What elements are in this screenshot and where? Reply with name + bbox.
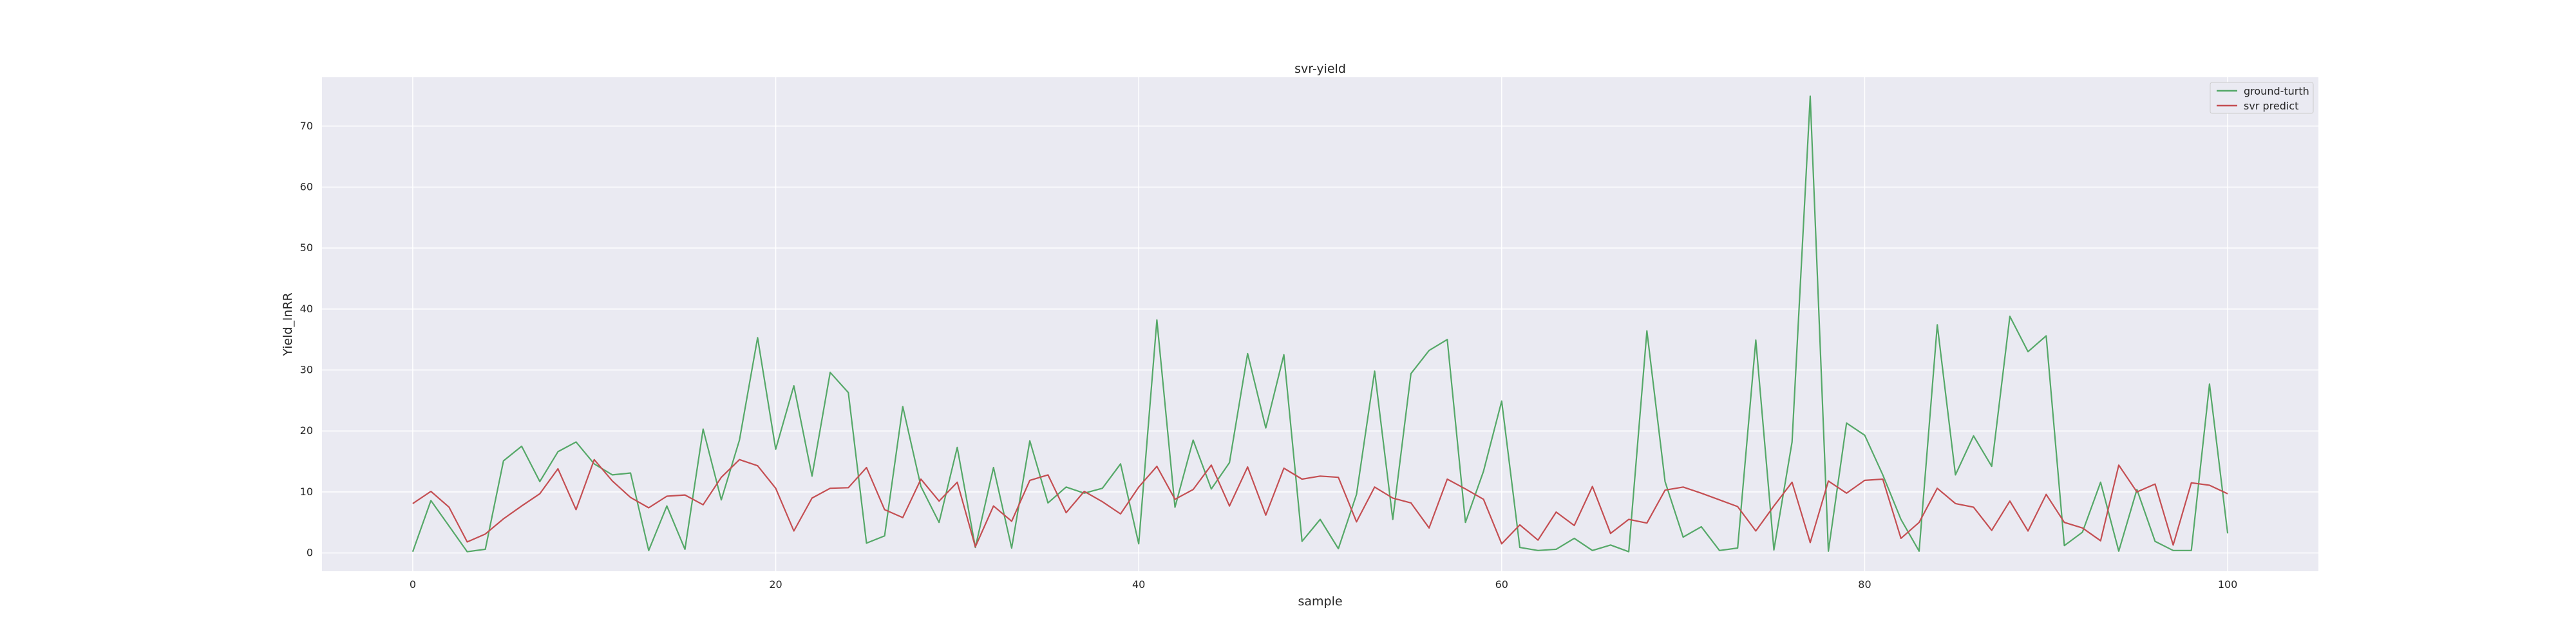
y-tick-label: 70 <box>300 120 313 132</box>
y-tick-label: 50 <box>300 242 313 254</box>
legend: ground-turth svr predict <box>2210 82 2314 114</box>
legend-label-svr-predict: svr predict <box>2244 100 2298 112</box>
legend-label-ground-turth: ground-turth <box>2244 85 2309 97</box>
x-axis-label: sample <box>1298 594 1342 609</box>
tick-labels: 0 20 40 60 80 100 0 10 20 30 40 50 60 70 <box>300 120 2238 591</box>
y-tick-label: 0 <box>307 547 313 559</box>
y-axis-label: Yield_lnRR <box>281 292 295 356</box>
y-tick-label: 20 <box>300 424 313 437</box>
series-line-svr-predict <box>412 459 2228 548</box>
x-tick-label: 40 <box>1132 578 1145 591</box>
gridlines <box>322 77 2318 571</box>
y-tick-label: 60 <box>300 180 313 193</box>
y-tick-label: 40 <box>300 303 313 315</box>
y-tick-label: 30 <box>300 364 313 376</box>
chart-title: svr-yield <box>1294 62 1346 76</box>
x-tick-label: 80 <box>1858 578 1871 591</box>
y-tick-label: 10 <box>300 486 313 498</box>
plot-area <box>322 77 2318 571</box>
x-tick-label: 0 <box>410 578 416 591</box>
x-tick-label: 100 <box>2218 578 2238 591</box>
x-tick-label: 20 <box>769 578 782 591</box>
series-line-ground-turth <box>412 95 2229 553</box>
series-lines <box>412 95 2229 553</box>
x-tick-label: 60 <box>1495 578 1508 591</box>
